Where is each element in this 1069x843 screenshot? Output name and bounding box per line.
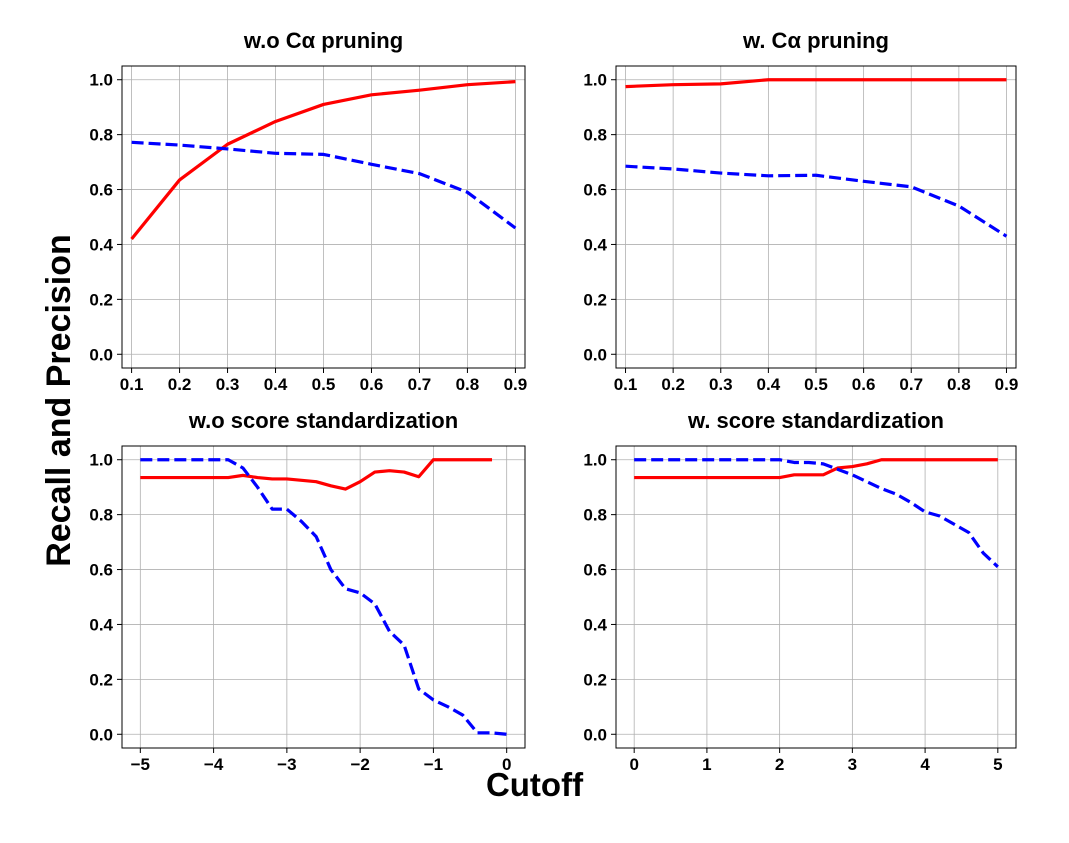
subplot-3: −5 −4 −3 −2 −1 0 0.0 0.2 0.4 0.6 0.8 1.0 w.o score s… <box>89 408 526 774</box>
solid-red-series-line <box>130 80 516 240</box>
y-tick-label: 0.2 <box>89 670 113 689</box>
y-tick-label: 0.4 <box>583 235 607 254</box>
y-tick-label: 1.0 <box>583 71 607 90</box>
y-tick-label: 0.2 <box>583 670 607 689</box>
x-tick-label: 0.7 <box>408 375 432 394</box>
x-tick-label: 0 <box>629 755 638 774</box>
x-tick-label: 2 <box>775 755 784 774</box>
subplot-title: w. Cα pruning <box>742 28 889 53</box>
x-tick-label: 0.5 <box>804 375 828 394</box>
dashed-blue-series-line <box>634 458 999 568</box>
y-tick-label: 0.8 <box>583 506 607 525</box>
x-tick-label: 0.8 <box>456 375 480 394</box>
y-tick-label: 1.0 <box>583 451 607 470</box>
y-tick-label: 0.6 <box>89 561 113 580</box>
y-tick-label: 0.8 <box>89 126 113 145</box>
y-tick-label: 0.0 <box>583 725 607 744</box>
y-tick-label: 0.2 <box>89 290 113 309</box>
x-tick-label: 0.6 <box>360 375 384 394</box>
y-tick-label: 0.6 <box>583 561 607 580</box>
x-tick-label: 0.9 <box>504 375 528 394</box>
y-tick-label: 0.4 <box>583 615 607 634</box>
x-tick-label: 0 <box>502 755 511 774</box>
subplot-4: 0 1 2 3 4 5 0.0 0.2 0.4 0.6 0.8 1.0 w. score standar… <box>583 408 1017 774</box>
y-tick-label: 0.8 <box>583 126 607 145</box>
shared-y-axis-label: Recall and Precision <box>39 233 78 567</box>
y-tick-label: 0.4 <box>89 615 113 634</box>
y-tick-label: 0.0 <box>89 345 113 364</box>
shared-x-axis-label: Cutoff <box>485 766 584 803</box>
plot-frame <box>615 445 1017 749</box>
x-tick-label: 0.3 <box>709 375 733 394</box>
x-tick-label: 0.9 <box>995 375 1019 394</box>
dashed-blue-series-line <box>140 458 507 736</box>
y-tick-label: 0.4 <box>89 235 113 254</box>
x-tick-label: −3 <box>277 755 296 774</box>
x-tick-label: 0.2 <box>168 375 192 394</box>
y-tick-label: 1.0 <box>89 451 113 470</box>
x-tick-label: 0.8 <box>947 375 971 394</box>
subplot-1: 0.1 0.2 0.3 0.4 0.5 0.6 0.7 0.8 0.9 0.0 0.2 0.4 0.6 0… <box>89 28 527 394</box>
x-tick-label: 0.4 <box>264 375 288 394</box>
subplot-title: w. score standardization <box>687 408 944 433</box>
plot-frame <box>121 445 526 749</box>
x-tick-label: −4 <box>204 755 224 774</box>
x-tick-label: 0.3 <box>216 375 240 394</box>
dashed-blue-series-line <box>131 140 517 230</box>
y-tick-label: 0.0 <box>89 725 113 744</box>
x-tick-label: 0.6 <box>852 375 876 394</box>
x-tick-label: 5 <box>993 755 1002 774</box>
x-tick-label: 0.1 <box>614 375 638 394</box>
x-tick-label: 0.7 <box>899 375 923 394</box>
solid-red-series-line <box>625 78 1007 89</box>
y-tick-label: 0.6 <box>583 181 607 200</box>
x-tick-label: 0.2 <box>661 375 685 394</box>
x-tick-label: 4 <box>920 755 930 774</box>
x-tick-label: −2 <box>350 755 369 774</box>
subplot-title: w.o Cα pruning <box>243 28 403 53</box>
x-tick-label: 1 <box>702 755 711 774</box>
x-tick-label: 0.4 <box>757 375 781 394</box>
dashed-blue-series-line <box>625 164 1008 238</box>
y-tick-label: 0.0 <box>583 345 607 364</box>
x-tick-label: 0.1 <box>120 375 144 394</box>
y-tick-label: 0.8 <box>89 506 113 525</box>
x-tick-label: 0.5 <box>312 375 336 394</box>
y-tick-label: 0.2 <box>583 290 607 309</box>
subplot-2: 0.1 0.2 0.3 0.4 0.5 0.6 0.7 0.8 0.9 0.0 0.2 0.4 0.6 0… <box>583 28 1018 394</box>
x-tick-label: 3 <box>848 755 857 774</box>
y-tick-label: 0.6 <box>89 181 113 200</box>
solid-red-series-line <box>634 458 998 480</box>
x-tick-label: −5 <box>131 755 150 774</box>
subplot-title: w.o score standardization <box>188 408 458 433</box>
y-tick-label: 1.0 <box>89 71 113 90</box>
x-tick-label: −1 <box>424 755 443 774</box>
solid-red-series-line <box>140 458 493 491</box>
